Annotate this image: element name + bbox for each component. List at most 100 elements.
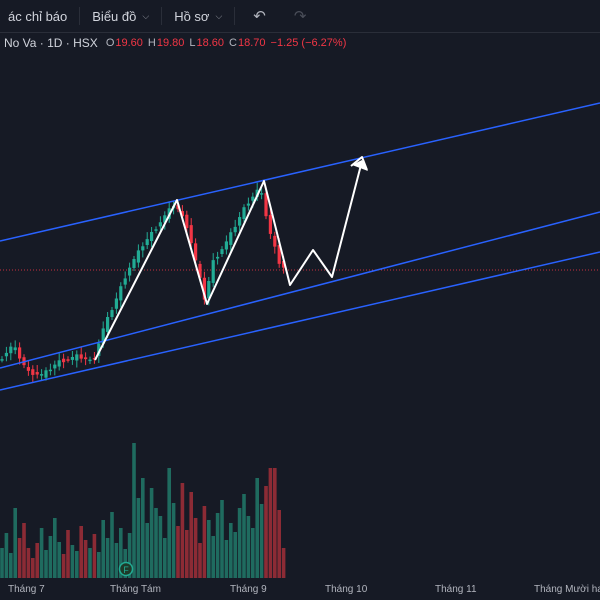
candle xyxy=(277,245,281,264)
volume-bar xyxy=(22,523,26,578)
indicators-button[interactable]: ác chỉ báo xyxy=(0,0,75,32)
redo-icon: ↷ xyxy=(293,8,307,25)
candle xyxy=(62,358,66,363)
volume-bars xyxy=(0,443,286,578)
volume-bar xyxy=(264,486,268,578)
candle xyxy=(211,260,215,283)
time-axis[interactable]: Tháng 7 Tháng Tám Tháng 9 Tháng 10 Tháng… xyxy=(0,580,600,600)
candle xyxy=(110,310,114,318)
volume-bar xyxy=(4,533,9,578)
candle xyxy=(84,357,88,360)
volume-bar xyxy=(220,500,224,578)
chart-type-label: Biểu đồ xyxy=(92,8,137,24)
volume-bar xyxy=(61,554,66,578)
legend-change: −1.25 (−6.27%) xyxy=(270,37,347,49)
volume-bar xyxy=(75,551,79,578)
candle xyxy=(242,207,246,219)
volume-bar xyxy=(79,526,83,578)
time-label: Tháng 11 xyxy=(435,584,477,595)
volume-bar xyxy=(35,543,39,578)
volume-bar xyxy=(70,545,75,578)
candle xyxy=(202,277,206,300)
candle xyxy=(145,239,149,245)
chart-type-dropdown[interactable]: Biểu đồ ⌵ xyxy=(84,0,157,32)
volume-bar xyxy=(97,552,101,578)
channel-middle-line[interactable] xyxy=(0,211,600,369)
candle xyxy=(260,193,264,195)
volume-bar xyxy=(31,558,35,578)
time-label: Tháng Tám xyxy=(110,584,161,595)
channel-lower-line[interactable] xyxy=(0,251,600,391)
pattern-arrow-head xyxy=(352,160,368,171)
volume-bar xyxy=(176,526,180,578)
symbol-legend: No Va · 1D · HSX O19.60 H19.80 L18.60 C1… xyxy=(4,36,346,50)
volume-bar xyxy=(145,523,149,578)
profile-dropdown[interactable]: Hồ sơ ⌵ xyxy=(166,0,230,32)
candle xyxy=(97,343,101,356)
candle xyxy=(189,225,193,244)
redo-button[interactable]: ↷ xyxy=(280,0,321,32)
volume-bar xyxy=(215,513,220,578)
volume-bar xyxy=(119,528,123,578)
volume-bar xyxy=(132,443,136,578)
symbol-title[interactable]: No Va · 1D · HSX xyxy=(4,36,98,50)
candle xyxy=(264,193,268,217)
volume-bar xyxy=(277,510,281,578)
undo-button[interactable]: ↶ xyxy=(239,0,280,32)
volume-bar xyxy=(114,543,119,578)
legend-close: C18.70 xyxy=(229,37,266,49)
candle xyxy=(154,229,158,231)
legend-low: L18.60 xyxy=(189,37,225,49)
candle xyxy=(238,217,242,226)
volume-bar xyxy=(237,508,242,578)
volume-bar xyxy=(83,540,88,578)
volume-bar xyxy=(44,550,48,578)
volume-bar xyxy=(127,533,132,578)
price-pane[interactable] xyxy=(0,102,600,578)
time-label: Tháng Mười hai xyxy=(534,584,600,595)
volume-bar xyxy=(207,520,211,578)
volume-bar xyxy=(273,468,277,578)
volume-bar xyxy=(171,503,176,578)
candle xyxy=(70,356,74,360)
candle xyxy=(26,367,30,371)
volume-bar xyxy=(224,540,229,578)
candle xyxy=(101,328,105,344)
candle xyxy=(194,243,198,261)
candle xyxy=(158,222,162,227)
candle xyxy=(18,347,22,359)
candle xyxy=(92,358,96,360)
candle xyxy=(4,352,8,357)
candle xyxy=(136,250,140,263)
candle xyxy=(282,260,286,268)
legend-high: H19.80 xyxy=(147,37,185,49)
volume-bar xyxy=(158,516,163,578)
candle xyxy=(66,359,70,361)
volume-bar xyxy=(48,536,53,578)
time-label: Tháng 9 xyxy=(230,584,267,595)
volume-bar xyxy=(26,548,31,578)
pattern-zigzag-line[interactable] xyxy=(94,160,363,361)
legend-open: O19.60 xyxy=(105,37,143,49)
volume-bar xyxy=(57,542,61,578)
candle xyxy=(246,203,250,206)
volume-bar xyxy=(185,530,189,578)
undo-icon: ↶ xyxy=(253,8,266,25)
chevron-down-icon: ⌵ xyxy=(215,10,223,21)
time-label: Tháng 7 xyxy=(8,584,45,595)
event-marker[interactable]: F xyxy=(118,561,134,577)
candle xyxy=(198,263,202,278)
channel-upper-line[interactable] xyxy=(0,102,600,242)
candle xyxy=(57,360,61,367)
candle xyxy=(180,211,184,217)
volume-bar xyxy=(88,548,92,578)
volume-bar xyxy=(268,468,273,578)
candle xyxy=(132,259,136,268)
event-marker-label: F xyxy=(123,565,129,575)
candle xyxy=(106,317,110,332)
volume-bar xyxy=(92,534,97,578)
volume-bar xyxy=(242,494,246,578)
candle xyxy=(114,298,118,309)
candle xyxy=(185,214,189,228)
